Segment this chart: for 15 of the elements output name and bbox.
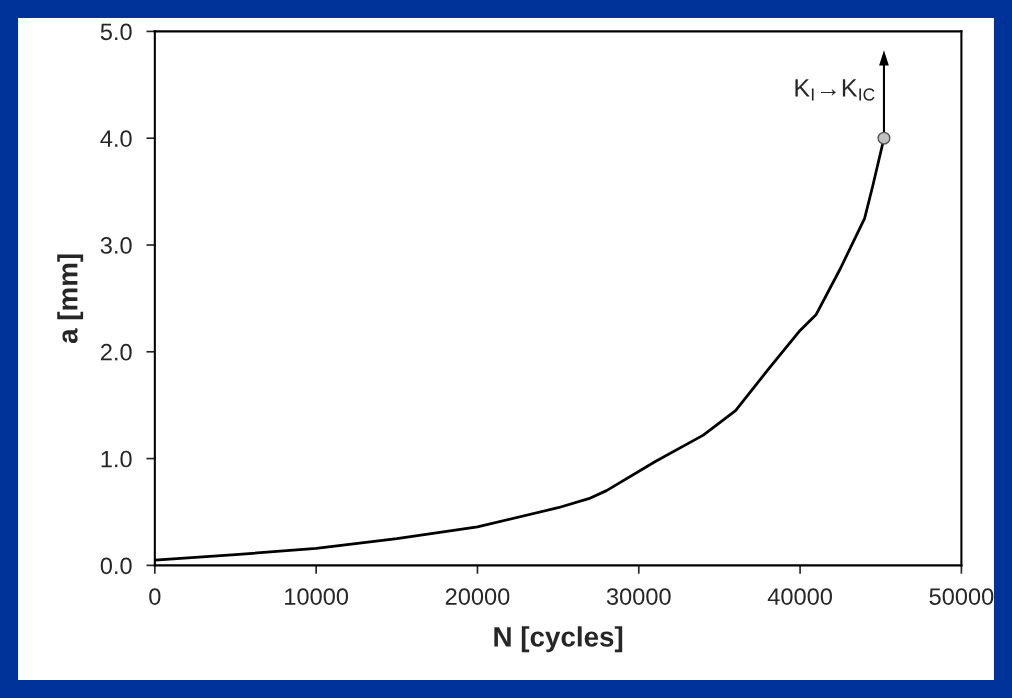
y-tick-label: 4.0: [100, 130, 132, 147]
y-tick-label: 5.0: [100, 23, 132, 41]
y-tick-label: 2.0: [100, 343, 132, 361]
y-axis-title: a [mm]: [57, 254, 84, 344]
x-tick-label: 0: [149, 588, 161, 605]
x-tick-label: 40000: [767, 588, 832, 605]
y-tick-label: 0.0: [100, 557, 132, 575]
x-tick-label: 30000: [606, 588, 671, 605]
annotation: K$_{I}$→K$_{IC}$: [795, 79, 875, 101]
x-tick-label: 10000: [285, 588, 349, 605]
x-axis-title: N [cycles]: [494, 626, 623, 653]
x-tick-label: 20000: [445, 588, 510, 605]
y-tick-label: 3.0: [100, 237, 132, 254]
x-tick-label: 50000: [929, 588, 994, 605]
y-tick-label: 1.0: [101, 450, 132, 468]
